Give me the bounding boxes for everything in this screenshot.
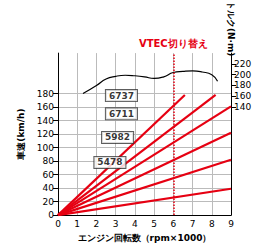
svg-text:60: 60 bbox=[43, 170, 55, 180]
svg-text:8: 8 bbox=[209, 219, 215, 229]
svg-text:3: 3 bbox=[113, 219, 119, 229]
svg-text:9: 9 bbox=[228, 219, 234, 229]
svg-text:160: 160 bbox=[37, 102, 54, 112]
svg-text:140: 140 bbox=[37, 116, 54, 126]
svg-text:4: 4 bbox=[132, 219, 138, 229]
svg-text:6737: 6737 bbox=[109, 91, 134, 101]
svg-text:トルク(N·m): トルク(N·m) bbox=[226, 1, 236, 57]
svg-text:0: 0 bbox=[48, 210, 54, 220]
svg-text:100: 100 bbox=[37, 143, 54, 153]
svg-text:5: 5 bbox=[151, 219, 157, 229]
svg-text:40: 40 bbox=[43, 183, 55, 193]
svg-text:7: 7 bbox=[190, 219, 196, 229]
svg-text:180: 180 bbox=[234, 80, 251, 90]
svg-text:160: 160 bbox=[234, 91, 251, 101]
svg-text:VTEC切り替え: VTEC切り替え bbox=[139, 38, 208, 49]
svg-text:0: 0 bbox=[55, 219, 61, 229]
svg-text:140: 140 bbox=[234, 102, 251, 112]
svg-text:220: 220 bbox=[234, 59, 251, 69]
svg-text:6: 6 bbox=[170, 219, 176, 229]
svg-text:80: 80 bbox=[43, 156, 55, 166]
svg-text:2: 2 bbox=[94, 219, 100, 229]
svg-text:200: 200 bbox=[234, 70, 251, 80]
svg-text:車速(km/h): 車速(km/h) bbox=[16, 108, 26, 160]
svg-text:1: 1 bbox=[74, 219, 80, 229]
svg-text:5478: 5478 bbox=[97, 157, 122, 167]
svg-text:エンジン回転数（rpm×1000）: エンジン回転数（rpm×1000） bbox=[78, 233, 212, 243]
svg-text:5982: 5982 bbox=[105, 132, 130, 142]
svg-text:180: 180 bbox=[37, 89, 54, 99]
svg-text:20: 20 bbox=[43, 197, 55, 207]
svg-text:120: 120 bbox=[37, 129, 54, 139]
svg-text:6711: 6711 bbox=[109, 109, 134, 119]
